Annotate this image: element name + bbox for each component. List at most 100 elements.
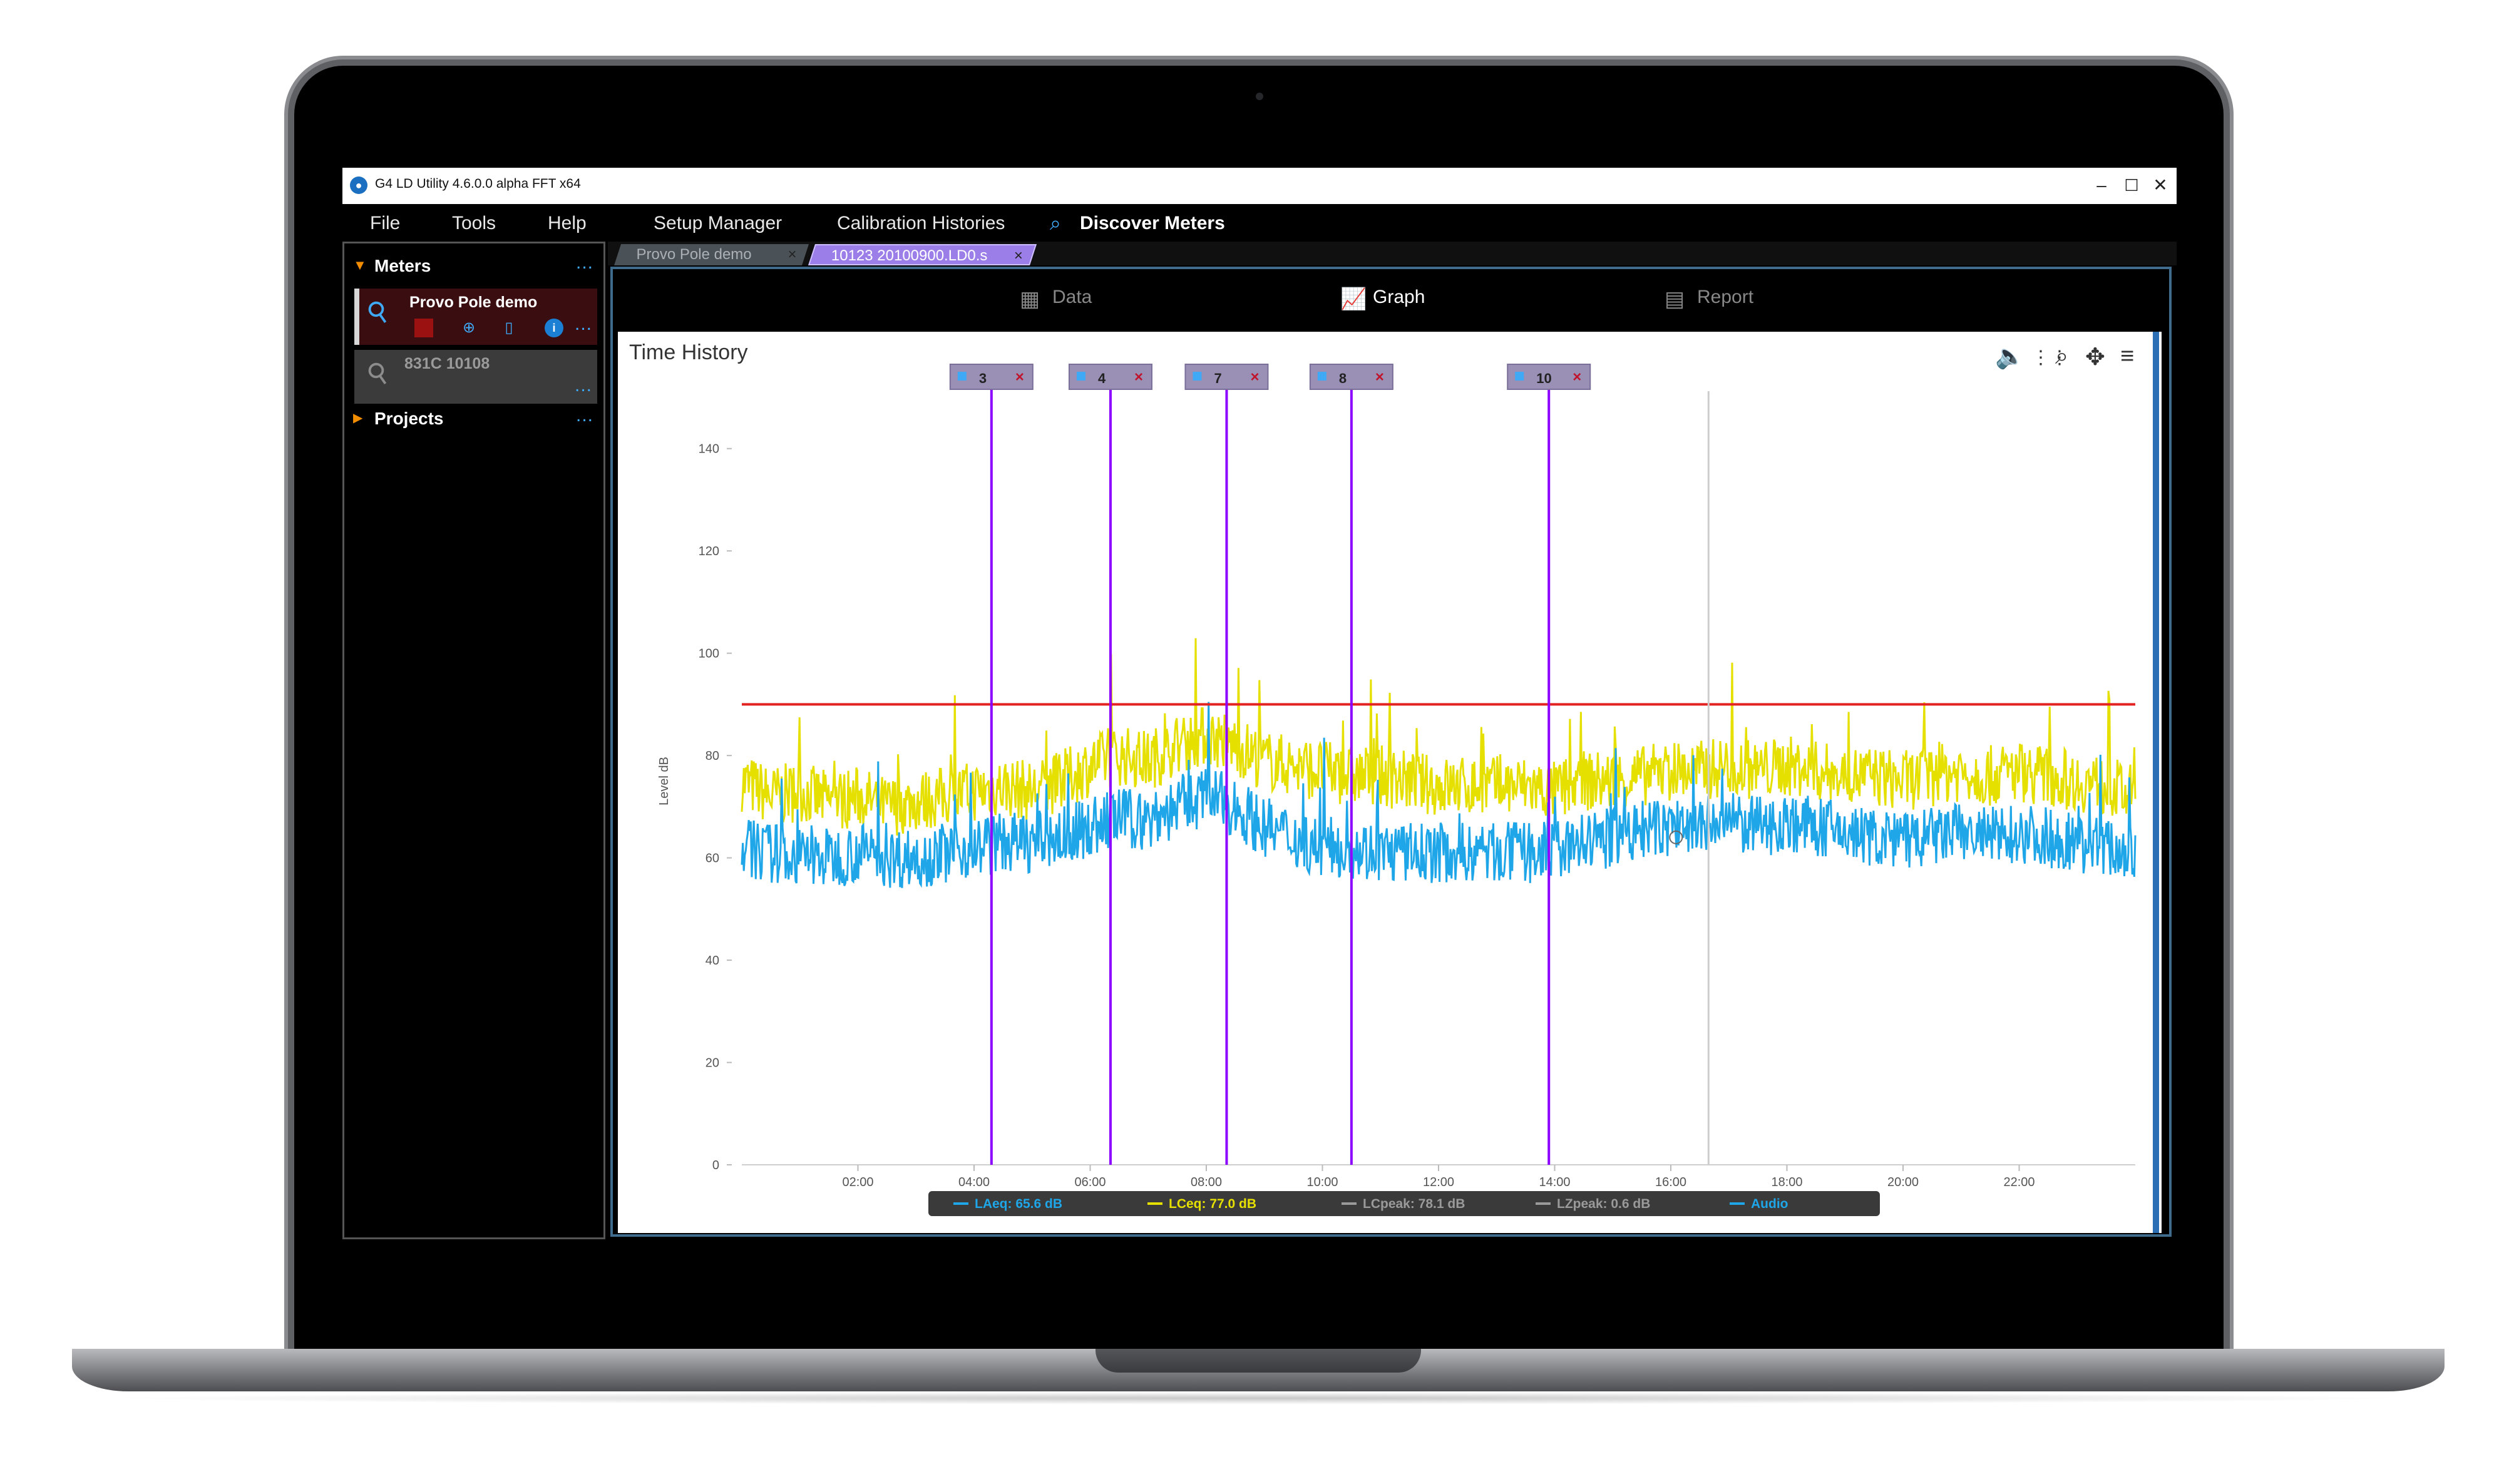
expanded-triangle-icon: ▼ [353,257,367,273]
y-tick-label: 120 [699,545,719,558]
series-line-laeq [741,702,2137,888]
x-tick-label: 20:00 [1887,1175,1919,1189]
event-marker-label: 3 [979,371,987,386]
phone-icon[interactable]: ▯ [505,319,513,336]
x-tick-label: 10:00 [1306,1175,1338,1189]
x-tick-label: 22:00 [2003,1175,2034,1189]
minimize-button[interactable]: – [2096,175,2106,195]
content-frame: ▦ Data 📈 Graph ▤ Report Time History 🔈 ⋮… [610,267,2172,1237]
projects-more-button[interactable]: ... [575,405,593,426]
meter-name: 831C 10108 [404,355,490,372]
cursor-point [1669,830,1683,844]
event-marker-close-icon: × [1134,369,1143,386]
x-tick-label: 04:00 [958,1175,990,1189]
tab-graph[interactable]: Graph [1373,287,1425,307]
chart-panel: Time History 🔈 ⋮⋮ ⌕ ✥ ≡ 0 20 40 60 80 100 120 1… [618,332,2162,1233]
meters-label: Meters [374,256,431,275]
legend-item: LCpeak: 78.1 dB [1363,1197,1465,1211]
meters-more-button[interactable]: ... [575,252,593,273]
y-axis-label: Level dB [657,757,671,806]
menu-tools[interactable]: Tools [452,213,496,233]
event-marker-label: 8 [1339,371,1347,386]
x-tick-label: 16:00 [1655,1175,1686,1189]
report-icon: ▤ [1665,287,1685,311]
projects-label: Projects [374,409,444,428]
projects-section-header[interactable]: ▶ Projects ... [344,402,603,434]
globe-icon[interactable]: ⊕ [462,319,476,336]
title-bar: ● G4 LD Utility 4.6.0.0 alpha FFT x64 – … [342,168,2177,204]
tab-report[interactable]: Report [1697,287,1754,307]
menu-setup-manager[interactable]: Setup Manager [654,213,782,233]
menu-help[interactable]: Help [548,213,587,233]
tab-ld0-file[interactable]: 10123 20100900.LD0.s × [808,244,1037,265]
series-line-lceq [741,638,2137,836]
info-icon[interactable]: i [545,319,563,337]
event-marker-play-icon [1076,372,1085,381]
legend-item: LZpeak: 0.6 dB [1557,1197,1650,1211]
hamburger-menu-icon[interactable]: ≡ [2120,343,2135,369]
window-title: G4 LD Utility 4.6.0.0 alpha FFT x64 [375,177,581,191]
x-tick-label: 12:00 [1423,1175,1454,1189]
meter-item-provo-pole-demo[interactable]: ⚲ Provo Pole demo ⊕ ▯ i ... [354,289,597,345]
laptop-notch [1096,1349,1421,1373]
close-button[interactable]: ✕ [2153,175,2168,195]
app-window: ● G4 LD Utility 4.6.0.0 alpha FFT x64 – … [342,168,2177,1239]
tab-provo-pole-demo[interactable]: Provo Pole demo × [614,244,809,265]
chart-icon: 📈 [1340,287,1367,311]
menu-bar: File Tools Help Setup Manager Calibratio… [342,204,2177,242]
y-tick-label: 100 [699,647,719,661]
microphone-icon: ⚲ [361,355,396,392]
menu-discover-meters[interactable]: Discover Meters [1080,213,1225,233]
event-marker-play-icon [957,372,967,381]
zoom-icon[interactable]: ⌕ [2055,343,2069,369]
laptop-camera [1256,93,1263,100]
search-icon: ⌕ [1050,212,1061,234]
y-tick-label: 80 [706,749,719,763]
event-marker-play-icon [1193,372,1202,381]
meter-more-button[interactable]: ... [574,314,592,334]
tab-close-button[interactable]: × [1013,247,1023,264]
event-marker-close-icon: × [1250,369,1259,386]
event-marker-close-icon: × [1573,369,1581,386]
event-marker-box [1184,364,1269,390]
app-logo-icon: ● [350,177,367,194]
menu-file[interactable]: File [370,213,401,233]
y-tick-label: 140 [699,443,719,456]
x-tick-label: 08:00 [1191,1175,1222,1189]
maximize-button[interactable]: ☐ [2124,176,2139,195]
tab-close-button[interactable]: × [788,246,797,263]
meter-more-button[interactable]: ... [574,375,592,396]
x-tick-label: 06:00 [1074,1175,1106,1189]
legend-bar [928,1191,1880,1216]
event-marker-close-icon: × [1015,369,1024,386]
chart-title: Time History [629,340,748,364]
pan-icon[interactable]: ✥ [2085,344,2105,371]
legend-item: LAeq: 65.6 dB [975,1197,1062,1211]
y-tick-label: 20 [706,1057,719,1070]
legend-item: LCeq: 77.0 dB [1169,1197,1256,1211]
view-tabs: ▦ Data 📈 Graph ▤ Report [613,269,2169,330]
menu-calibration-histories[interactable]: Calibration Histories [837,213,1005,233]
box-select-icon[interactable]: ⋮⋮ [2031,347,2069,368]
event-marker-close-icon: × [1375,369,1384,386]
stop-icon[interactable] [414,319,433,337]
tab-label: Provo Pole demo [636,246,752,263]
collapsed-triangle-icon: ▶ [353,411,363,425]
tab-label: 10123 20100900.LD0.s [831,247,988,264]
event-marker-label: 4 [1098,371,1106,386]
speaker-icon[interactable]: 🔈 [1995,344,2025,370]
grid-icon: ▦ [1020,287,1040,311]
event-marker-label: 7 [1214,371,1221,386]
time-history-chart[interactable]: 0 20 40 60 80 100 120 140 02:00 04:00 06:00 08:00 10… [618,332,2162,1233]
x-tick-label: 14:00 [1539,1175,1570,1189]
y-tick-label: 60 [706,852,719,866]
vertical-scrollbar[interactable] [2153,332,2159,1233]
y-tick-label: 0 [712,1159,719,1172]
x-tick-label: 02:00 [842,1175,873,1189]
microphone-icon: ⚲ [361,294,396,330]
event-marker-play-icon [1317,372,1326,381]
tab-data[interactable]: Data [1052,287,1092,307]
meters-section-header[interactable]: ▼ Meters ... [344,250,603,281]
legend-item: Audio [1751,1197,1788,1211]
meter-item-831c-10108[interactable]: ⚲ 831C 10108 ... [354,350,597,404]
